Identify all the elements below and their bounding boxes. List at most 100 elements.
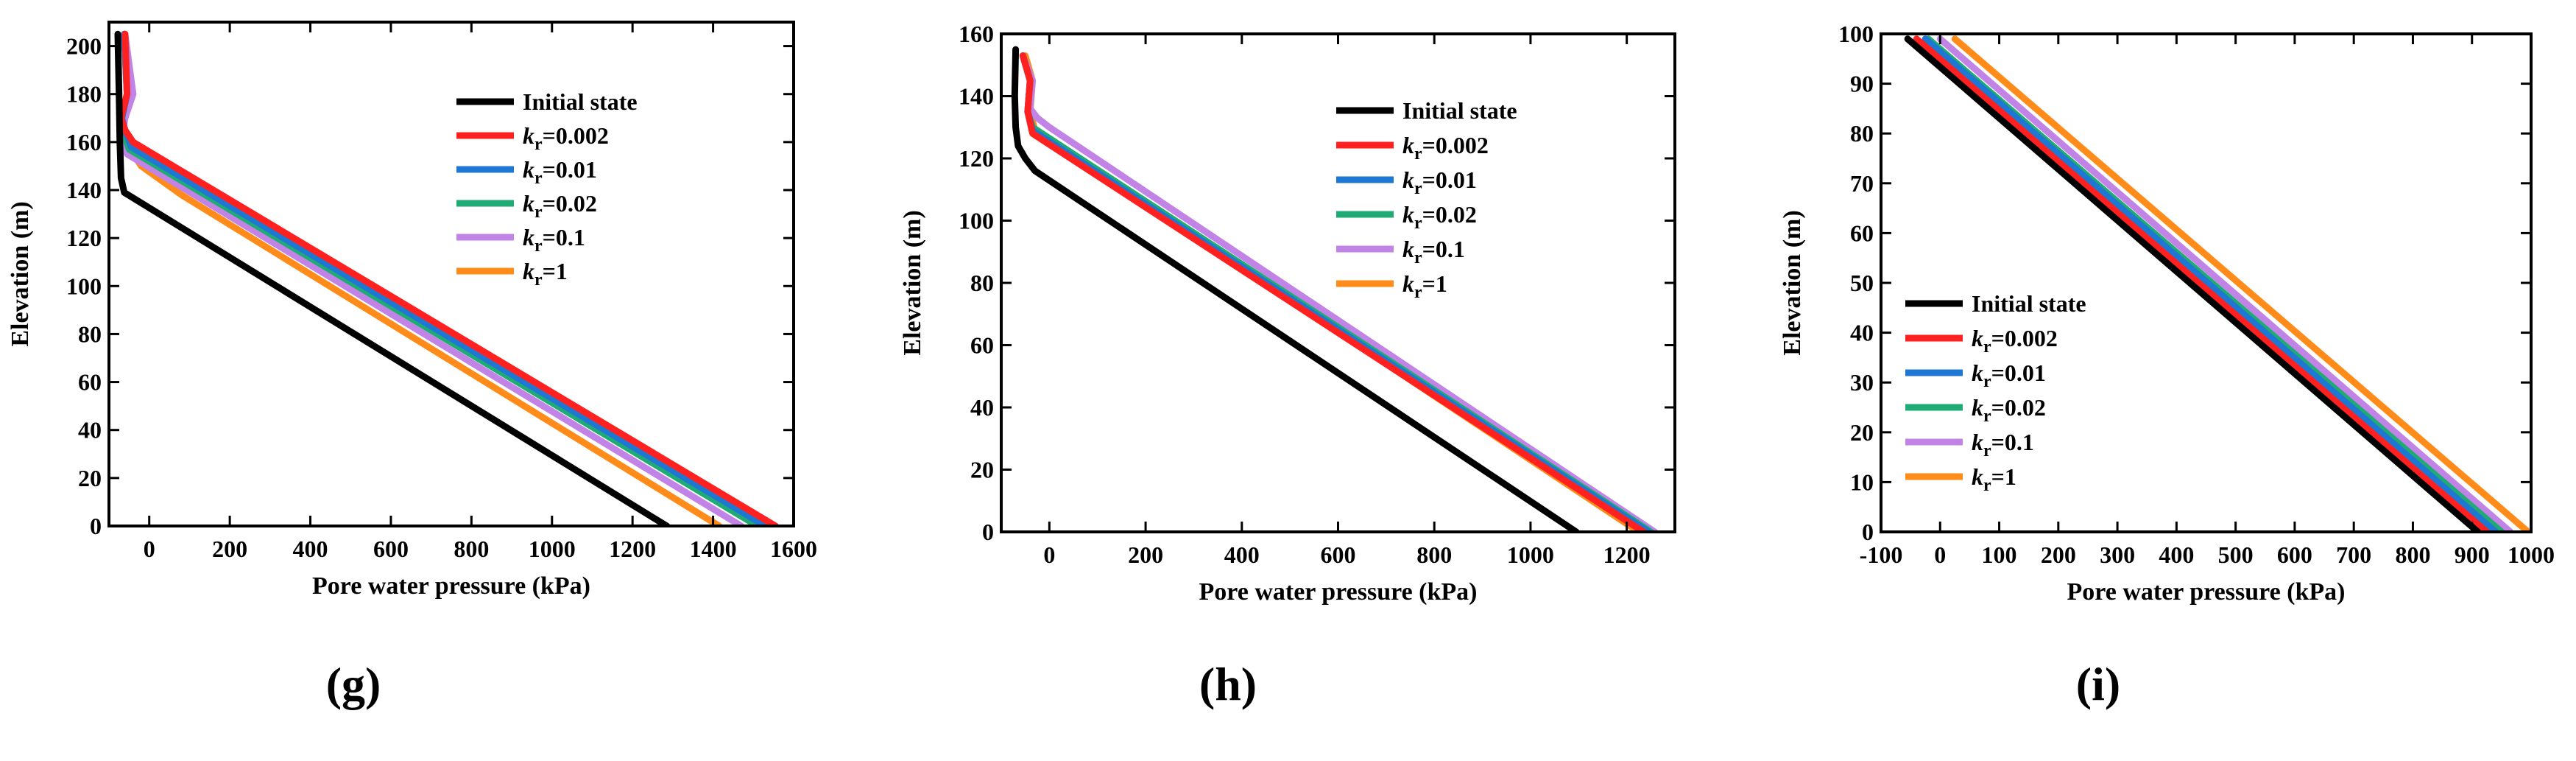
y-tick-label: 90 [1850, 71, 1874, 97]
legend-entry-5: kr=1 [1402, 270, 1447, 302]
series-group [1011, 46, 1659, 532]
legend-value: =0.002 [1422, 132, 1489, 158]
legend-label: Initial state [1972, 290, 2086, 317]
series-group [1904, 35, 2531, 532]
x-axis-label: Pore water pressure (kPa) [1199, 578, 1477, 606]
y-tick-label: 80 [970, 270, 994, 296]
x-tick-label: 0 [1043, 541, 1055, 568]
legend-sub: r [1414, 248, 1422, 267]
x-axis-label: Pore water pressure (kPa) [312, 572, 590, 600]
x-tick-label: 100 [1982, 541, 2017, 568]
panel-label: (g) [326, 658, 381, 710]
y-axis-label: Elevation (m) [7, 201, 34, 346]
legend-value: =0.002 [1991, 325, 2058, 351]
legend-k: k [1972, 394, 1983, 421]
legend-sub: r [534, 236, 543, 256]
x-tick-label: 200 [212, 536, 247, 562]
y-tick-label: 100 [959, 208, 994, 234]
series-line-1 [1913, 35, 2491, 532]
legend-entry-2: kr=0.01 [1972, 360, 2046, 391]
x-tick-label: 1000 [529, 536, 576, 562]
legend-entry-1: kr=0.002 [523, 122, 609, 154]
x-tick-label: 600 [373, 536, 409, 562]
x-tick-label: 400 [1224, 541, 1260, 568]
series-line-0 [1904, 35, 2482, 532]
x-tick-label: 1400 [690, 536, 737, 562]
legend-value: =0.02 [1991, 394, 2046, 421]
series-line-1 [1019, 52, 1647, 532]
legend-k: k [1402, 166, 1414, 193]
y-tick-label: 100 [1838, 21, 1874, 47]
y-tick-label: 20 [1850, 419, 1874, 446]
x-tick-label: 800 [1416, 541, 1452, 568]
legend-sub: r [1983, 337, 1991, 357]
y-tick-label: 10 [1850, 469, 1874, 495]
y-tick-label: 20 [78, 465, 102, 491]
y-tick-label: 120 [959, 145, 994, 172]
y-tick-label: 60 [1850, 220, 1874, 246]
x-tick-label: 0 [144, 536, 155, 562]
panel-label: (h) [1199, 658, 1257, 710]
y-tick-label: 40 [970, 394, 994, 421]
legend-sub: r [534, 135, 543, 154]
legend-entry-4: kr=0.1 [1402, 236, 1465, 267]
legend-k: k [1972, 429, 1983, 455]
legend-value: =0.01 [543, 156, 597, 183]
legend: Initial statekr=0.002kr=0.01kr=0.02kr=0.… [456, 88, 638, 290]
y-tick-label: 140 [959, 83, 994, 110]
legend-k: k [1402, 201, 1414, 228]
y-tick-label: 200 [66, 33, 102, 60]
y-tick-label: 20 [970, 457, 994, 483]
x-tick-label: 1200 [609, 536, 656, 562]
legend-sub: r [1983, 441, 1991, 460]
x-tick-label: 400 [2159, 541, 2194, 568]
series-line-0 [114, 30, 671, 526]
x-tick-label: 600 [1321, 541, 1356, 568]
x-tick-label: 800 [2395, 541, 2430, 568]
x-tick-label: -100 [1860, 541, 1903, 568]
x-tick-label: 1200 [1603, 541, 1651, 568]
legend-entry-0: Initial state [1402, 97, 1517, 124]
legend-value: =0.1 [1991, 429, 2034, 455]
x-tick-label: 600 [2277, 541, 2312, 568]
x-tick-label: 900 [2455, 541, 2490, 568]
legend-k: k [523, 190, 534, 217]
legend-entry-4: kr=0.1 [523, 224, 585, 256]
x-tick-label: 400 [293, 536, 328, 562]
panel-label: (i) [2076, 658, 2120, 710]
legend-entry-1: kr=0.002 [1402, 132, 1489, 164]
y-tick-label: 40 [1850, 320, 1874, 346]
legend-entry-3: kr=0.02 [1972, 394, 2046, 426]
legend-sub: r [1983, 407, 1991, 426]
legend-value: =0.01 [1422, 166, 1477, 193]
legend-k: k [1972, 463, 1983, 490]
x-tick-label: 300 [2100, 541, 2135, 568]
y-tick-label: 140 [66, 177, 102, 203]
legend-sub: r [1983, 476, 1991, 495]
legend-label: Initial state [523, 88, 638, 115]
legend-k: k [523, 156, 534, 183]
legend-value: =0.02 [1422, 201, 1477, 228]
x-tick-label: 800 [454, 536, 489, 562]
y-tick-label: 80 [1850, 120, 1874, 147]
series-line-5 [1951, 35, 2531, 532]
legend-value: =1 [1422, 270, 1447, 297]
legend-entry-0: Initial state [523, 88, 638, 115]
legend-entry-5: kr=1 [1972, 463, 2016, 495]
y-tick-label: 60 [78, 369, 102, 396]
plot-frame [107, 21, 795, 527]
legend-sub: r [1414, 214, 1422, 233]
legend-value: =0.1 [543, 224, 585, 250]
legend-k: k [1972, 360, 1983, 386]
legend-value: =1 [543, 258, 568, 284]
chart-panel-g: 0 200 400 600 800 1000 1200 1400 1600 0 20 40 60 80 10… [7, 21, 817, 710]
legend-sub: r [1414, 283, 1422, 302]
y-tick-label: 160 [66, 129, 102, 155]
legend-value: =0.002 [543, 122, 609, 149]
legend-entry-0: Initial state [1972, 290, 2086, 317]
y-tick-label: 80 [78, 320, 102, 347]
series-line-0 [1011, 46, 1580, 532]
legend-sub: r [1414, 144, 1422, 164]
y-tick-label: 60 [970, 332, 994, 359]
